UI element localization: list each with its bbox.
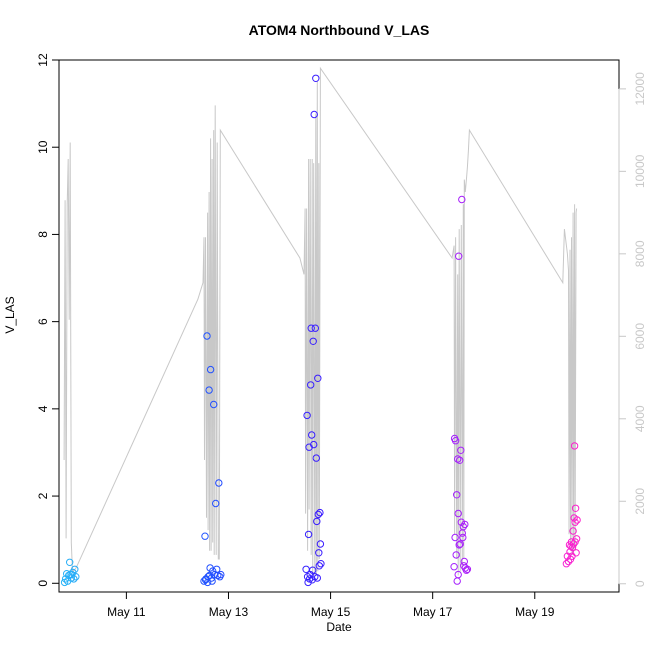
data-point xyxy=(571,518,579,526)
data-point xyxy=(72,573,80,581)
data-point xyxy=(208,577,216,585)
data-point xyxy=(573,516,581,524)
data-point xyxy=(304,578,312,587)
data-point xyxy=(460,562,468,570)
data-point xyxy=(316,508,324,517)
y-tick-label: 4 xyxy=(36,405,50,412)
data-point xyxy=(205,386,213,394)
data-point xyxy=(315,549,323,557)
data-point xyxy=(309,337,317,345)
background-series-line xyxy=(63,66,578,576)
data-point xyxy=(307,324,315,332)
x-axis-label: Date xyxy=(326,620,352,634)
y2-tick-label: 10000 xyxy=(633,154,647,188)
data-point xyxy=(459,533,467,542)
y2-tick-label: 12000 xyxy=(633,72,647,106)
y2-axis: 0 2000 4000 6000 8000 10000 12000 xyxy=(618,72,647,587)
data-point xyxy=(312,74,320,83)
x-tick-label: May 17 xyxy=(413,605,453,619)
data-point xyxy=(454,509,462,518)
data-point xyxy=(455,541,463,549)
data-point xyxy=(454,455,462,463)
data-point xyxy=(203,578,212,587)
y2-tick-label: 8000 xyxy=(633,240,647,267)
y2-tick-label: 4000 xyxy=(633,405,647,432)
data-point xyxy=(217,570,225,579)
data-point xyxy=(310,110,318,119)
y-tick-label: 6 xyxy=(36,318,50,325)
data-point xyxy=(206,365,215,374)
data-point xyxy=(312,454,320,462)
y2-tick-label: 0 xyxy=(633,580,647,587)
data-point xyxy=(203,332,211,340)
y-tick-label: 10 xyxy=(36,140,50,154)
y-tick-label: 12 xyxy=(36,53,50,67)
data-point xyxy=(455,252,463,260)
y-axis: 0 2 4 6 8 10 12 xyxy=(36,53,60,587)
y-axis-label: V_LAS xyxy=(3,296,17,333)
data-point xyxy=(310,440,318,449)
y2-tick-label: 2000 xyxy=(633,488,647,515)
data-point xyxy=(201,532,209,540)
data-point xyxy=(458,195,466,204)
data-point xyxy=(451,533,459,542)
data-point xyxy=(304,530,313,539)
data-point xyxy=(569,527,577,535)
data-point xyxy=(303,411,311,420)
x-tick-label: May 13 xyxy=(209,605,249,619)
data-point xyxy=(313,517,321,526)
data-point xyxy=(457,446,465,454)
data-point xyxy=(315,562,323,570)
chart-title: ATOM4 Northbound V_LAS xyxy=(249,22,430,38)
data-point xyxy=(200,577,208,585)
points-layer xyxy=(60,74,581,587)
data-point xyxy=(571,504,580,512)
data-point xyxy=(311,324,319,332)
x-tick-label: May 15 xyxy=(311,605,351,619)
data-point xyxy=(456,540,464,548)
data-point xyxy=(566,548,574,556)
data-point xyxy=(450,563,458,571)
data-point xyxy=(459,522,467,531)
data-point xyxy=(571,538,579,546)
y-tick-label: 0 xyxy=(36,580,50,587)
data-point xyxy=(454,570,462,579)
data-point xyxy=(215,479,223,487)
data-point xyxy=(461,520,469,529)
data-point xyxy=(309,566,317,574)
x-tick-label: May 11 xyxy=(107,605,146,619)
data-point xyxy=(453,577,461,585)
data-point xyxy=(452,551,460,559)
y-tick-label: 8 xyxy=(36,231,50,238)
y2-tick-label: 6000 xyxy=(633,323,647,350)
data-point xyxy=(70,575,78,583)
data-point xyxy=(210,400,218,409)
data-point xyxy=(314,510,322,519)
data-point xyxy=(305,575,314,583)
data-point xyxy=(71,565,79,573)
x-axis: May 11 May 13 May 15 May 17 May 19 xyxy=(107,591,555,619)
plot-frame xyxy=(58,59,620,593)
data-point xyxy=(451,437,460,445)
data-point xyxy=(453,491,461,499)
data-point xyxy=(316,540,325,548)
data-point xyxy=(570,442,579,450)
data-point xyxy=(564,557,573,566)
data-point xyxy=(214,571,222,580)
data-point xyxy=(308,431,316,439)
data-point xyxy=(562,560,571,568)
data-point xyxy=(317,560,325,568)
data-point xyxy=(306,570,314,579)
background-series-layer xyxy=(63,66,578,576)
data-point xyxy=(313,574,321,582)
data-point xyxy=(66,558,74,566)
data-point xyxy=(212,499,220,508)
data-point xyxy=(567,542,575,550)
y-tick-label: 2 xyxy=(36,492,50,499)
data-point xyxy=(456,456,464,464)
data-point xyxy=(307,381,315,389)
data-point xyxy=(314,374,322,382)
x-tick-label: May 19 xyxy=(515,605,555,619)
